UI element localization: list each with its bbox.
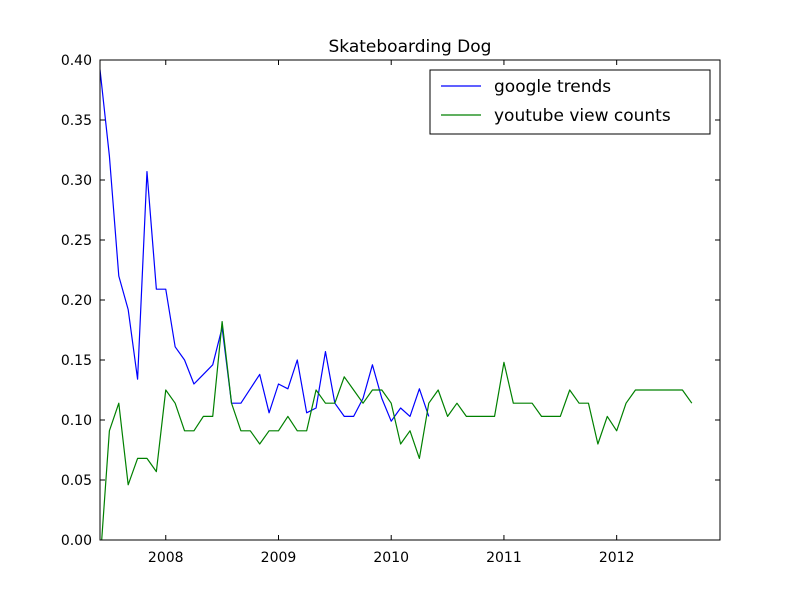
x-tick-label: 2010 — [373, 550, 409, 566]
y-tick-label: 0.25 — [61, 233, 92, 249]
legend-box — [429, 69, 711, 135]
series-layer — [100, 69, 693, 540]
x-tick-label: 2008 — [148, 550, 184, 566]
y-tick-label: 0.40 — [61, 53, 92, 69]
legend-label-google-trends: google trends — [494, 77, 611, 97]
y-tick-label: 0.35 — [61, 113, 92, 129]
x-axis: 2008 2009 2010 2011 2012 — [148, 60, 635, 566]
x-tick-label: 2012 — [599, 550, 635, 566]
chart-title: Skateboarding Dog — [329, 37, 492, 57]
y-tick-label: 0.05 — [61, 473, 92, 489]
legend-label-youtube-view-counts: youtube view counts — [494, 106, 671, 126]
series-line-youtube-view-counts — [101, 321, 693, 540]
y-tick-label: 0.15 — [61, 353, 92, 369]
y-tick-label: 0.10 — [61, 413, 92, 429]
legend: google trends youtube view counts — [429, 69, 711, 135]
y-axis: 0.00 0.05 0.10 0.15 0.20 0.25 0.30 0.35 0.40 — [61, 53, 720, 549]
x-tick-label: 2009 — [261, 550, 297, 566]
y-tick-label: 0.30 — [61, 173, 92, 189]
y-tick-label: 0.20 — [61, 293, 92, 309]
y-tick-label: 0.00 — [61, 533, 92, 549]
x-tick-label: 2011 — [486, 550, 522, 566]
series-line-google-trends — [100, 69, 430, 422]
